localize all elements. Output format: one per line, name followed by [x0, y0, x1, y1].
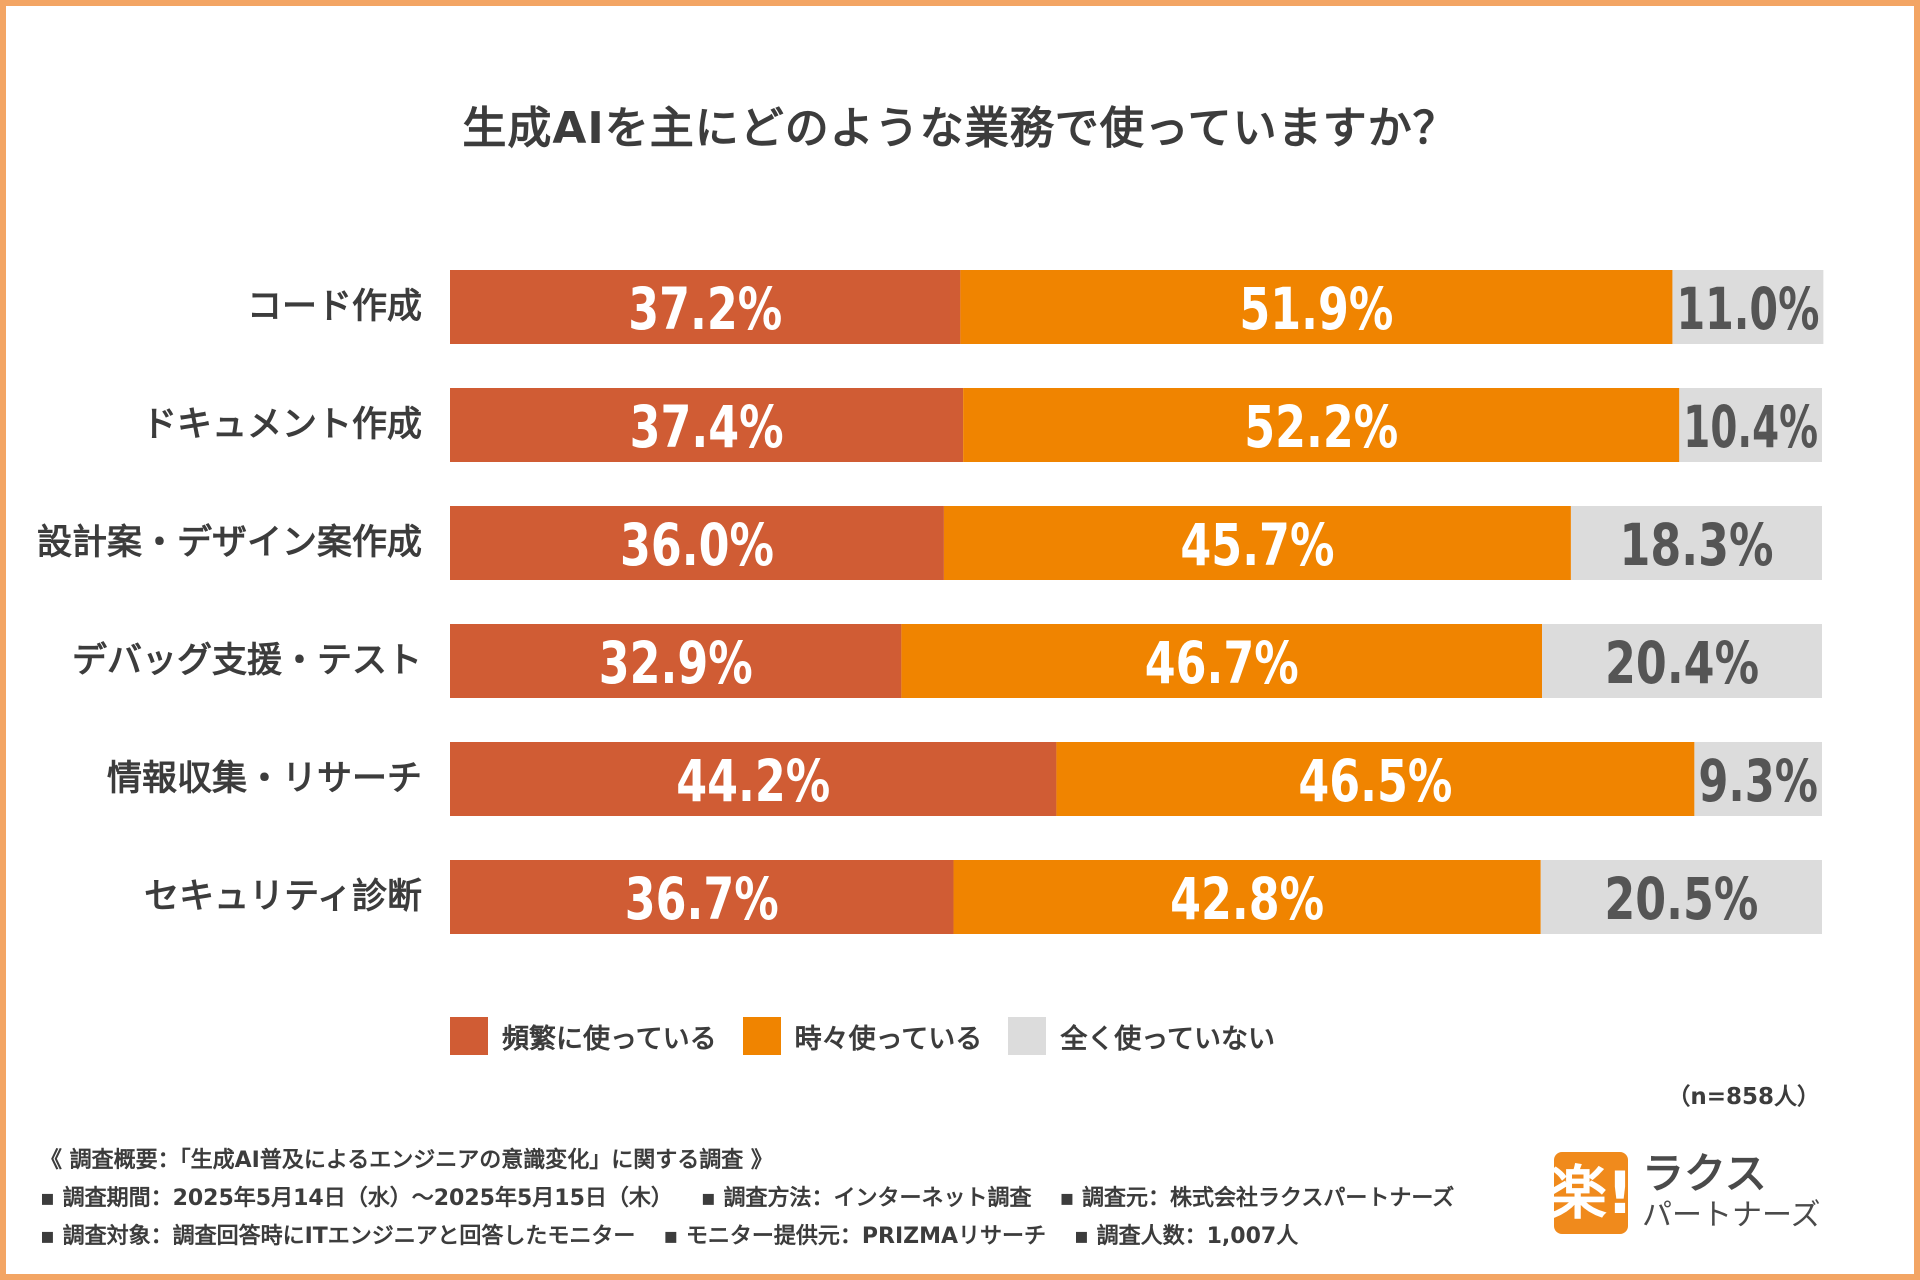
survey-count: ▪ 調査人数：1,007人: [1074, 1224, 1299, 1249]
bar-segment-frequent: [450, 388, 964, 462]
value-label-sometimes: 52.2%: [1244, 393, 1398, 461]
survey-target: ▪ 調査対象：調査回答時にITエンジニアと回答したモニター: [40, 1224, 636, 1249]
value-label-frequent: 32.9%: [599, 629, 753, 697]
bar-segment-never: [1694, 742, 1822, 816]
bar-segment-never: [1570, 506, 1822, 580]
bar-segment-frequent: [450, 270, 961, 344]
survey-overview-text: 《 調査概要：「生成AI普及によるエンジニアの意識変化」に関する調査 》: [40, 1148, 773, 1173]
legend-swatch-never: [1008, 1017, 1047, 1055]
legend-swatch-sometimes: [742, 1017, 781, 1055]
survey-source: ▪ 調査元：株式会社ラクスパートナーズ: [1059, 1186, 1455, 1211]
survey-notes-row-2: ▪ 調査対象：調査回答時にITエンジニアと回答したモニター ▪ モニター提供元：…: [40, 1218, 1482, 1256]
bar-segment-sometimes: [901, 624, 1543, 698]
legend-label-frequent: 頻繁に使っている: [502, 1023, 717, 1055]
bar-segment-frequent: [450, 860, 954, 934]
value-label-sometimes: 46.7%: [1145, 629, 1299, 697]
bar-segment-frequent: [450, 742, 1057, 816]
logo-line-2: パートナーズ: [1642, 1198, 1821, 1233]
value-label-frequent: 36.7%: [625, 865, 779, 933]
value-label-never: 20.4%: [1605, 629, 1759, 697]
value-label-never: 11.0%: [1676, 275, 1819, 343]
value-label-sometimes: 46.5%: [1298, 747, 1452, 815]
legend: 頻繁に使っている 時々使っている 全く使っていない: [450, 1017, 1301, 1055]
value-label-never: 18.3%: [1619, 511, 1773, 579]
sample-size: （n=858人）: [1667, 1084, 1820, 1110]
legend-label-sometimes: 時々使っている: [794, 1023, 983, 1055]
bar-segment-sometimes: [1056, 742, 1695, 816]
bar-segment-never: [1672, 270, 1824, 344]
logo-line-1: ラクス: [1642, 1149, 1767, 1198]
value-label-never: 20.5%: [1604, 865, 1758, 933]
survey-notes-row-1: ▪ 調査期間：2025年5月14日（水）～2025年5月15日（木） ▪ 調査方…: [40, 1180, 1482, 1218]
logo-text: ラクス パートナーズ: [1642, 1151, 1821, 1235]
legend-item-frequent: 頻繁に使っている: [450, 1017, 717, 1056]
survey-method: ▪ 調査方法：インターネット調査: [700, 1186, 1032, 1211]
company-logo: 楽! ラクス パートナーズ: [1549, 1148, 1884, 1238]
bar-segment-sometimes: [960, 270, 1673, 344]
category-label: 設計案・デザイン案作成: [37, 522, 422, 563]
category-label: セキュリティ診断: [144, 877, 422, 917]
logo-mark: 楽!: [1549, 1152, 1633, 1234]
legend-label-never: 全く使っていない: [1060, 1023, 1275, 1055]
legend-item-sometimes: 時々使っている: [742, 1017, 983, 1056]
value-label-frequent: 44.2%: [676, 747, 830, 815]
value-label-frequent: 37.4%: [630, 393, 784, 461]
chart-title: 生成AIを主にどのような業務で使っていますか？: [462, 103, 1458, 154]
bar-segment-sometimes: [943, 506, 1571, 580]
survey-period: ▪ 調査期間：2025年5月14日（水）～2025年5月15日（木）: [40, 1186, 673, 1211]
survey-provider: ▪ モニター提供元：PRIZMAリサーチ: [663, 1224, 1047, 1249]
bar-segment-sometimes: [963, 388, 1680, 462]
value-label-never: 10.4%: [1683, 393, 1818, 461]
category-label: ドキュメント作成: [142, 405, 422, 445]
value-label-frequent: 37.2%: [628, 275, 782, 343]
bar-segment-never: [1679, 388, 1822, 462]
survey-overview: 《 調査概要：「生成AI普及によるエンジニアの意識変化」に関する調査 》: [40, 1142, 1482, 1180]
value-label-frequent: 36.0%: [620, 511, 774, 579]
bar-segment-frequent: [450, 624, 902, 698]
legend-item-never: 全く使っていない: [1008, 1017, 1275, 1056]
survey-notes: 《 調査概要：「生成AI普及によるエンジニアの意識変化」に関する調査 》 ▪ 調…: [40, 1142, 1482, 1256]
bar-segment-never: [1542, 624, 1822, 698]
value-label-sometimes: 45.7%: [1180, 511, 1334, 579]
category-label: コード作成: [247, 287, 422, 327]
value-label-sometimes: 42.8%: [1170, 865, 1324, 933]
bar-segment-frequent: [450, 506, 944, 580]
category-label: 情報収集・リサーチ: [107, 759, 422, 799]
bar-segment-sometimes: [953, 860, 1541, 934]
legend-swatch-frequent: [450, 1017, 488, 1055]
value-label-never: 9.3%: [1698, 747, 1818, 815]
category-label: デバッグ支援・テスト: [72, 640, 422, 681]
stacked-bar-chart: コード作成 37.2% 51.9% 11.0% ドキュメント作成 37.4% 52.2% 10…: [37, 270, 1824, 934]
value-label-sometimes: 51.9%: [1239, 275, 1393, 343]
bar-segment-never: [1540, 860, 1822, 934]
